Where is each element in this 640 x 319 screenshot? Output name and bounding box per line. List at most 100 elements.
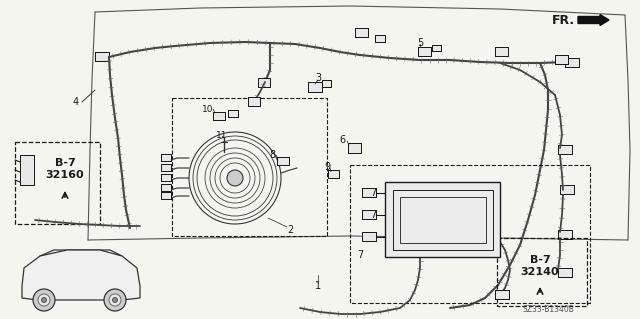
Bar xyxy=(277,157,289,165)
Bar xyxy=(495,47,508,56)
Bar xyxy=(385,182,500,257)
Bar xyxy=(161,154,171,161)
Bar xyxy=(322,80,331,87)
Bar xyxy=(362,210,376,219)
Bar xyxy=(362,210,376,219)
Bar xyxy=(362,188,376,197)
Bar xyxy=(228,110,238,117)
Bar xyxy=(59,272,65,276)
Bar xyxy=(161,164,171,171)
Bar xyxy=(328,170,339,178)
FancyArrow shape xyxy=(578,14,609,26)
Bar xyxy=(161,154,171,161)
Bar xyxy=(308,82,322,92)
Bar xyxy=(497,238,587,306)
Bar xyxy=(558,145,572,154)
Bar xyxy=(558,230,572,239)
Bar xyxy=(258,78,270,87)
Bar xyxy=(362,188,376,197)
Circle shape xyxy=(42,298,47,302)
Bar xyxy=(555,55,568,64)
Bar xyxy=(161,164,171,171)
Circle shape xyxy=(38,294,50,306)
Text: 7: 7 xyxy=(370,210,376,220)
Bar xyxy=(20,155,34,185)
Bar xyxy=(67,272,72,276)
Text: FR.: FR. xyxy=(552,13,575,26)
Bar xyxy=(362,232,376,241)
Bar xyxy=(495,47,508,56)
Bar xyxy=(400,197,486,243)
Bar xyxy=(161,174,171,181)
Bar xyxy=(418,47,431,56)
Text: SZ33-B1340B: SZ33-B1340B xyxy=(522,306,574,315)
Bar xyxy=(558,268,572,277)
Bar xyxy=(555,55,568,64)
Bar xyxy=(161,184,171,191)
Bar xyxy=(558,268,572,277)
Bar xyxy=(228,110,238,117)
Bar xyxy=(558,145,572,154)
Bar xyxy=(95,52,109,61)
Text: B-7: B-7 xyxy=(54,158,76,168)
Bar xyxy=(495,290,509,299)
Bar xyxy=(393,190,493,250)
Text: 32140: 32140 xyxy=(521,267,559,277)
Bar xyxy=(161,184,171,191)
Circle shape xyxy=(33,289,55,311)
Bar xyxy=(322,80,331,87)
Bar xyxy=(161,192,171,199)
Bar xyxy=(432,45,441,51)
Bar xyxy=(308,82,322,92)
Bar xyxy=(348,143,361,153)
Text: 2: 2 xyxy=(287,225,293,235)
Polygon shape xyxy=(22,250,140,300)
Bar xyxy=(355,28,368,37)
Text: 3: 3 xyxy=(315,73,321,83)
Bar xyxy=(20,155,34,185)
Bar xyxy=(67,272,72,276)
Bar xyxy=(277,157,289,165)
Bar xyxy=(172,98,327,236)
Bar xyxy=(560,185,574,194)
Circle shape xyxy=(113,298,118,302)
Bar xyxy=(15,142,100,224)
Bar xyxy=(558,230,572,239)
Bar xyxy=(375,35,385,42)
Bar xyxy=(248,97,260,106)
Bar xyxy=(418,47,431,56)
Bar xyxy=(432,45,441,51)
Bar xyxy=(213,112,225,120)
Circle shape xyxy=(227,170,243,186)
Text: 6: 6 xyxy=(340,135,346,145)
Text: 7: 7 xyxy=(356,250,363,260)
Text: 4: 4 xyxy=(73,97,79,107)
Text: B-7: B-7 xyxy=(530,255,550,265)
Circle shape xyxy=(104,289,126,311)
Bar xyxy=(565,58,579,67)
Bar xyxy=(362,232,376,241)
Bar xyxy=(57,270,75,278)
Text: 7: 7 xyxy=(370,188,376,198)
Bar xyxy=(161,174,171,181)
Circle shape xyxy=(109,294,121,306)
Bar xyxy=(348,143,361,153)
Bar xyxy=(161,192,171,199)
Bar xyxy=(57,270,75,278)
Bar xyxy=(258,78,270,87)
Bar xyxy=(213,112,225,120)
Bar xyxy=(248,97,260,106)
Bar xyxy=(350,165,590,303)
Bar xyxy=(560,185,574,194)
Bar xyxy=(375,35,385,42)
Text: 1: 1 xyxy=(315,281,321,291)
Bar xyxy=(95,52,109,61)
Text: 5: 5 xyxy=(417,38,423,48)
Text: 8: 8 xyxy=(269,150,275,160)
Bar xyxy=(328,170,339,178)
Text: 11: 11 xyxy=(216,130,228,139)
Text: 9: 9 xyxy=(324,162,330,172)
Bar xyxy=(495,290,509,299)
Bar xyxy=(565,58,579,67)
Text: 32160: 32160 xyxy=(45,170,84,180)
